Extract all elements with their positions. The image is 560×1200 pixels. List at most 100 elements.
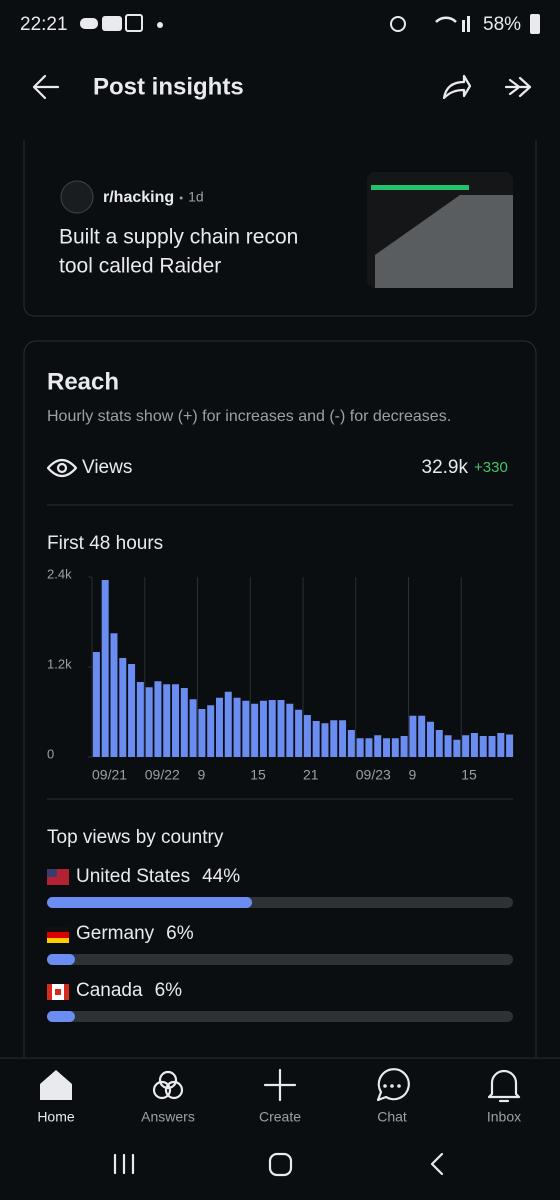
country-bar (47, 1011, 75, 1022)
bar (172, 684, 180, 757)
flag (47, 938, 69, 943)
bar (215, 697, 223, 757)
bar (268, 700, 276, 757)
chart-title: First 48 hours (47, 533, 163, 554)
bar (506, 734, 514, 757)
nav-label[interactable]: Home (37, 1109, 75, 1125)
country-share: 44% (202, 866, 240, 887)
status-time: 22:21 (20, 14, 68, 35)
x-tick-label: 15 (250, 767, 266, 783)
post-title-line: tool called Raider (59, 255, 221, 278)
views-label: Views (82, 457, 132, 478)
bar (119, 658, 127, 757)
bar (145, 687, 153, 757)
y-tick-label: 0 (47, 746, 54, 761)
chart: 0 1.2k 2.4k 09/21 09/22 9 15 21 09/23 9 15 (47, 566, 514, 783)
bar (136, 682, 144, 757)
bar (400, 736, 408, 757)
x-tick-label: 09/23 (356, 767, 391, 783)
flag (64, 984, 69, 1000)
bar (453, 739, 461, 757)
reach-subtitle: Hourly stats show (+) for increases and … (47, 408, 451, 425)
nav-label[interactable]: Inbox (487, 1109, 521, 1125)
bar (321, 723, 329, 757)
share-button[interactable] (442, 74, 472, 100)
bar (286, 703, 294, 757)
bar (462, 735, 470, 757)
countries-title: Top views by country (47, 827, 224, 848)
bar (101, 580, 109, 757)
home-icon[interactable] (40, 1070, 72, 1100)
bar (163, 684, 171, 757)
nav-label[interactable]: Create (259, 1109, 301, 1125)
flag (47, 984, 52, 1000)
bar (347, 730, 355, 757)
country-name: United States (76, 866, 190, 887)
nav-label[interactable]: Chat (377, 1109, 407, 1125)
crosspost-button[interactable] (504, 76, 532, 98)
bar (251, 703, 259, 757)
post-age: 1d (188, 189, 204, 205)
subreddit[interactable]: r/hacking (103, 189, 174, 206)
country-name: Canada (76, 980, 143, 1001)
bar (356, 738, 364, 757)
bar (391, 738, 399, 757)
bar (180, 688, 188, 757)
bar (418, 715, 426, 757)
y-tick-label: 2.4k (47, 566, 72, 581)
bar (470, 733, 478, 757)
bar (198, 709, 206, 757)
post-card[interactable] (23, 140, 537, 317)
subreddit-avatar (60, 180, 94, 214)
nav-label[interactable]: Answers (141, 1109, 195, 1125)
x-tick-label: 21 (303, 767, 319, 783)
bar (110, 633, 118, 757)
bar-track (47, 954, 513, 965)
bar (330, 720, 338, 757)
inbox-icon[interactable] (487, 1069, 521, 1103)
bar (128, 664, 136, 757)
views-total: 32.9k (422, 457, 469, 478)
bar (233, 697, 241, 757)
country-bar (47, 897, 253, 908)
status-icons (80, 14, 540, 34)
battery: 58% (483, 14, 521, 35)
country-bar (47, 954, 75, 965)
bar (409, 715, 417, 757)
bar (497, 733, 505, 757)
chat-icon[interactable] (376, 1068, 410, 1102)
answers-icon[interactable] (152, 1070, 184, 1100)
x-tick-label: 9 (409, 767, 417, 783)
bar (207, 705, 215, 757)
bar (339, 720, 347, 757)
flag (47, 869, 57, 877)
bar (303, 715, 311, 757)
views-change: +330 (474, 459, 508, 476)
bar (426, 721, 434, 757)
bar (277, 700, 285, 757)
create-icon[interactable] (263, 1068, 297, 1102)
back-button[interactable] (32, 74, 60, 100)
bar (295, 709, 303, 757)
y-tick-label: 1.2k (47, 656, 72, 671)
x-tick-label: 09/22 (145, 767, 180, 783)
flag (55, 989, 61, 995)
country-share: 6% (166, 923, 194, 944)
bar (374, 735, 382, 757)
x-tick-label: 9 (198, 767, 206, 783)
bar (259, 700, 267, 757)
x-tick-label: 15 (461, 767, 477, 783)
bar (224, 691, 232, 757)
flag (47, 932, 69, 938)
country-share: 6% (155, 980, 183, 1001)
x-tick-label: 09/21 (92, 767, 127, 783)
country-name: Germany (76, 923, 155, 944)
bar (154, 681, 162, 757)
page-title: Post insights (93, 73, 244, 100)
separator-dot (179, 196, 183, 200)
bar (435, 730, 443, 757)
bar (488, 736, 496, 757)
reach-title: Reach (47, 368, 119, 395)
